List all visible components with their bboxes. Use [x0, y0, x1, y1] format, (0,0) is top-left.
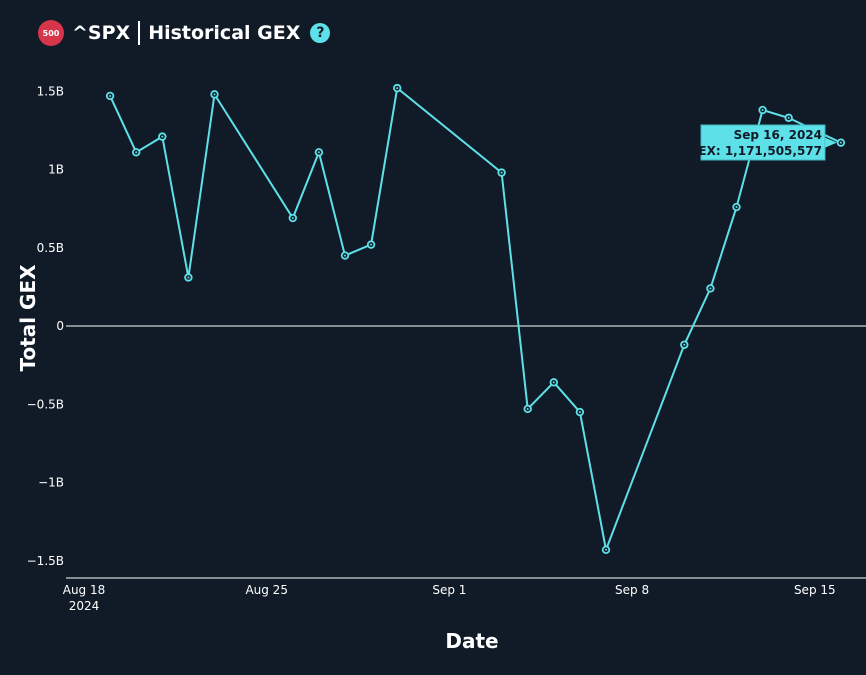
chart-header: 500 ^SPX Historical GEX ?: [38, 18, 331, 48]
y-tick-label: −0.5B: [27, 397, 64, 411]
x-tick-label: Aug 18: [63, 583, 106, 597]
tooltip-box: [700, 124, 826, 161]
x-tick-label: Sep 8: [615, 583, 649, 597]
chart-title: Historical GEX: [148, 22, 301, 44]
tooltip-pointer: [825, 137, 837, 148]
x-axis-ticks: Aug 18 2024 Aug 25 Sep 1 Sep 8 Sep 15: [63, 583, 836, 613]
data-point-center: [683, 343, 686, 346]
data-point-center: [578, 411, 581, 414]
question-circle-icon[interactable]: ?: [310, 23, 331, 43]
y-tick-label: −1.5B: [27, 554, 64, 568]
data-point-center: [161, 135, 164, 138]
x-axis-title: Date: [445, 629, 498, 653]
data-point-center: [500, 171, 503, 174]
data-point-center: [291, 217, 294, 220]
data-point-center: [735, 206, 738, 209]
data-point-center: [839, 141, 842, 144]
data-point-center: [605, 548, 607, 551]
tooltip-value: GEX: 1,171,505,577: [689, 144, 822, 158]
data-point-center: [317, 151, 320, 154]
y-axis-title: Total GEX: [16, 264, 40, 372]
data-point-center: [526, 407, 529, 410]
data-point-center: [135, 151, 138, 154]
y-tick-label: 1.5B: [37, 84, 64, 98]
data-points[interactable]: [105, 83, 846, 554]
x-tick-label: Sep 1: [432, 583, 466, 597]
x-tick-label: Aug 25: [245, 583, 288, 597]
header-divider: [138, 21, 141, 45]
y-tick-label: −1B: [38, 476, 64, 490]
data-point-center: [187, 276, 190, 279]
sp500-logo-icon: 500: [38, 20, 64, 46]
data-point-center: [109, 94, 112, 97]
data-point-center: [213, 93, 216, 96]
data-point-center: [370, 243, 373, 246]
data-point-center: [787, 116, 790, 119]
y-axis-ticks: 1.5B 1B 0.5B 0 −0.5B −1B −1.5B: [27, 84, 64, 568]
hover-tooltip: Sep 16, 2024 GEX: 1,171,505,577: [689, 124, 837, 161]
x-tick-label: Sep 15: [794, 583, 836, 597]
data-point-center: [344, 254, 346, 257]
data-point-center: [709, 287, 712, 290]
data-point-center: [396, 87, 399, 90]
y-tick-label: 0: [56, 319, 64, 333]
ticker-symbol: ^SPX: [72, 22, 131, 44]
y-tick-label: 0.5B: [37, 241, 64, 255]
x-tick-year-label: 2024: [69, 599, 100, 613]
tooltip-date: Sep 16, 2024: [734, 128, 822, 142]
data-point-center: [552, 381, 555, 384]
y-tick-label: 1B: [48, 163, 64, 177]
data-point-center: [761, 109, 764, 112]
